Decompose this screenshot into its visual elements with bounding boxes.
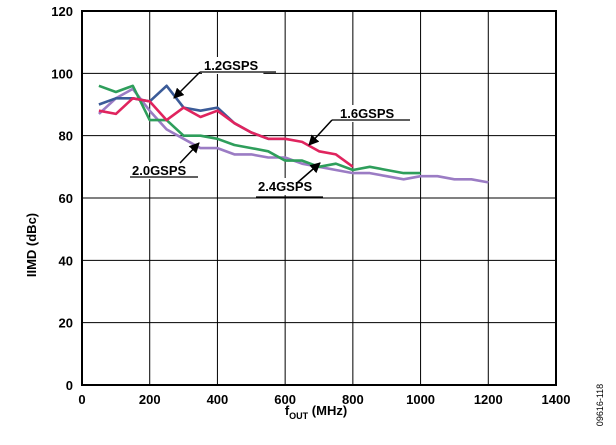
annotation-arrow — [308, 119, 333, 146]
x-tick-label: 800 — [342, 392, 364, 407]
y-tick-labels: 0 20 40 60 80 100 120 — [51, 4, 73, 393]
annotation-arrow — [296, 162, 321, 184]
y-tick-label: 80 — [59, 129, 73, 144]
y-tick-label: 40 — [59, 253, 73, 268]
annotation-bg — [130, 162, 192, 179]
x-tick-label: 0 — [78, 392, 85, 407]
x-tick-label: 1200 — [474, 392, 503, 407]
annotation-arrow — [173, 71, 201, 99]
x-axis-title-rest: (MHz) — [308, 403, 347, 418]
annotation-bg — [256, 178, 318, 195]
x-axis-title-sub: OUT — [289, 411, 309, 421]
y-axis-title: IIMD (dBc) — [24, 213, 39, 277]
annotation-label-1-6gsps: 1.6GSPS — [340, 106, 395, 121]
x-tick-label: 200 — [139, 392, 161, 407]
annotations: 1.2GSPS 1.6GSPS 2.0GSPS 2.4GSPS — [130, 57, 410, 198]
y-tick-label: 100 — [51, 66, 73, 81]
annotation-label-2-4gsps: 2.4GSPS — [258, 179, 313, 194]
plot-frame — [81, 10, 557, 386]
series-lines — [98, 84, 489, 184]
x-tick-label: 1400 — [542, 392, 571, 407]
x-tick-label: 400 — [207, 392, 229, 407]
x-axis-title-main: f — [285, 403, 290, 418]
x-axis-title: fOUT (MHz) — [285, 403, 347, 421]
annotation-label-2-0gsps: 2.0GSPS — [132, 163, 187, 178]
x-tick-labels: 0 200 400 600 800 1000 1200 1400 — [78, 392, 570, 407]
series-line-2-0gsps — [98, 84, 421, 175]
annotation-bg — [338, 105, 400, 122]
y-tick-label: 60 — [59, 191, 73, 206]
figure-id: 09616-118 — [595, 384, 605, 426]
series-line-1-6gsps — [98, 97, 354, 168]
y-tick-label: 0 — [66, 378, 73, 393]
y-tick-label: 20 — [59, 316, 73, 331]
x-tick-label: 600 — [274, 392, 296, 407]
annotation-label-1-2gsps: 1.2GSPS — [204, 58, 259, 73]
grid — [82, 11, 556, 385]
y-tick-label: 120 — [51, 4, 73, 19]
annotation-bg — [202, 57, 264, 74]
annotation-arrow — [179, 142, 200, 164]
x-tick-label: 1000 — [406, 392, 435, 407]
